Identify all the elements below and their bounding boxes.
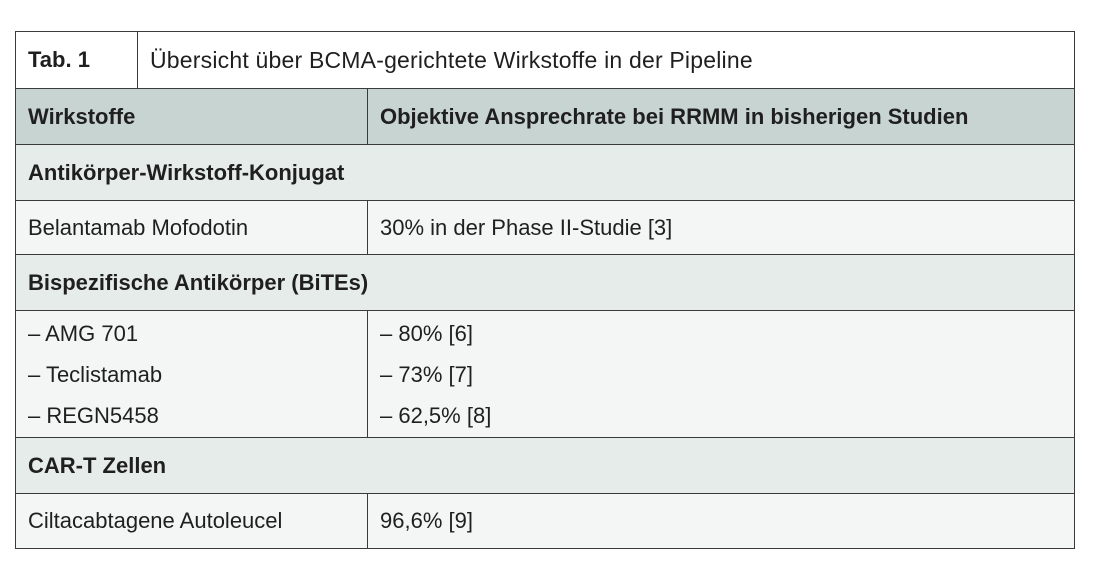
table-row: Belantamab Mofodotin 30% in der Phase II… [16,201,1074,255]
table-header-row: Wirkstoffe Objektive Ansprechrate bei RR… [16,89,1074,145]
rate-cell: 30% in der Phase II-Studie [3] [380,214,673,240]
table-row: Ciltacabtagene Autoleucel 96,6% [9] [16,494,1074,548]
section-header-car-t: CAR-T Zellen [16,438,1074,494]
drug-item: – AMG 701 [28,320,139,346]
rate-item: – 62,5% [8] [380,402,492,428]
rate-item: – 73% [7] [380,361,473,387]
table-title-row: Tab. 1 Übersicht über BCMA-gerichtete Wi… [16,32,1074,89]
column-header-drugs: Wirkstoffe [16,89,368,144]
table-row-group: – AMG 701 – Teclistamab – REGN5458 – 80%… [16,311,1074,438]
section-label: Bispezifische Antikörper (BiTEs) [28,269,369,295]
drug-cell: Ciltacabtagene Autoleucel [16,494,368,548]
drug-cell: Belantamab Mofodotin [16,201,368,254]
table-number-label: Tab. 1 [16,32,138,88]
pipeline-table: Tab. 1 Übersicht über BCMA-gerichtete Wi… [15,31,1075,549]
section-header-adc: Antikörper-Wirkstoff-Konjugat [16,145,1074,201]
drug-item: – REGN5458 [28,402,159,428]
rate-item: – 80% [6] [380,320,473,346]
section-header-bites: Bispezifische Antikörper (BiTEs) [16,255,1074,311]
column-header-response-rate: Objektive Ansprechrate bei RRMM in bishe… [380,103,969,129]
section-label: Antikörper-Wirkstoff-Konjugat [28,159,345,185]
rate-cell: 96,6% [9] [380,508,473,533]
table-title: Übersicht über BCMA-gerichtete Wirkstoff… [150,46,753,73]
rate-cell-group: – 80% [6] – 73% [7] – 62,5% [8] [368,311,1074,437]
drug-item: – Teclistamab [28,361,163,387]
drug-cell-group: – AMG 701 – Teclistamab – REGN5458 [16,311,368,437]
section-label: CAR-T Zellen [28,452,167,478]
